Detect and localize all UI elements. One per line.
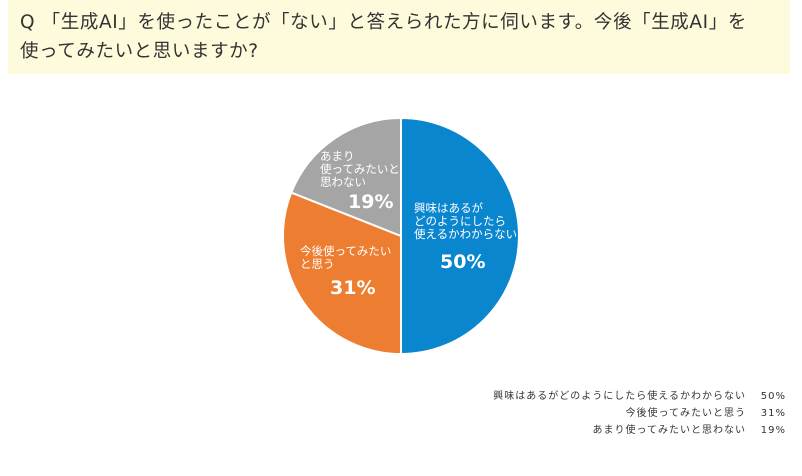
legend: 興味はあるがどのようにしたら使えるかわからない 50% 今後使ってみたいと思う 31… bbox=[493, 388, 786, 439]
legend-label: あまり使ってみたいと思わない bbox=[592, 425, 746, 436]
slice-value-label: 19% bbox=[348, 191, 393, 213]
slice-value-label: 31% bbox=[330, 277, 375, 299]
legend-value: 50% bbox=[760, 391, 786, 402]
legend-value: 31% bbox=[760, 408, 786, 419]
slice-label: 興味はあるが bbox=[414, 201, 483, 215]
slice-label: 思わない bbox=[320, 175, 366, 189]
legend-value: 19% bbox=[760, 425, 786, 436]
pie-slice bbox=[282, 191, 402, 356]
legend-row: あまり使ってみたいと思わない 19% bbox=[493, 422, 786, 439]
slice-label: どのようにしたら bbox=[414, 214, 506, 228]
slice-label: あまり bbox=[320, 149, 355, 163]
legend-row: 興味はあるがどのようにしたら使えるかわからない 50% bbox=[493, 388, 786, 405]
legend-row: 今後使ってみたいと思う 31% bbox=[493, 405, 786, 422]
slice-label: 使えるかわからない bbox=[414, 227, 517, 241]
slice-label: 今後使ってみたい bbox=[300, 244, 391, 258]
slice-value-label: 50% bbox=[440, 251, 485, 273]
pie-slice bbox=[400, 116, 520, 356]
pie-slice bbox=[289, 116, 402, 238]
legend-label: 興味はあるがどのようにしたら使えるかわからない bbox=[493, 391, 746, 402]
question-box: Q 「生成AI」を使ったことが「ない」と答えられた方に伺います。今後「生成AI」… bbox=[8, 0, 790, 74]
slice-label: 使ってみたいと bbox=[320, 162, 400, 176]
legend-label: 今後使ってみたいと思う bbox=[625, 408, 746, 419]
question-line-2: 使ってみたいと思いますか? bbox=[20, 41, 259, 62]
slice-label: と思う bbox=[300, 257, 335, 271]
question-line-1: Q 「生成AI」を使ったことが「ない」と答えられた方に伺います。今後「生成AI」… bbox=[20, 12, 747, 33]
